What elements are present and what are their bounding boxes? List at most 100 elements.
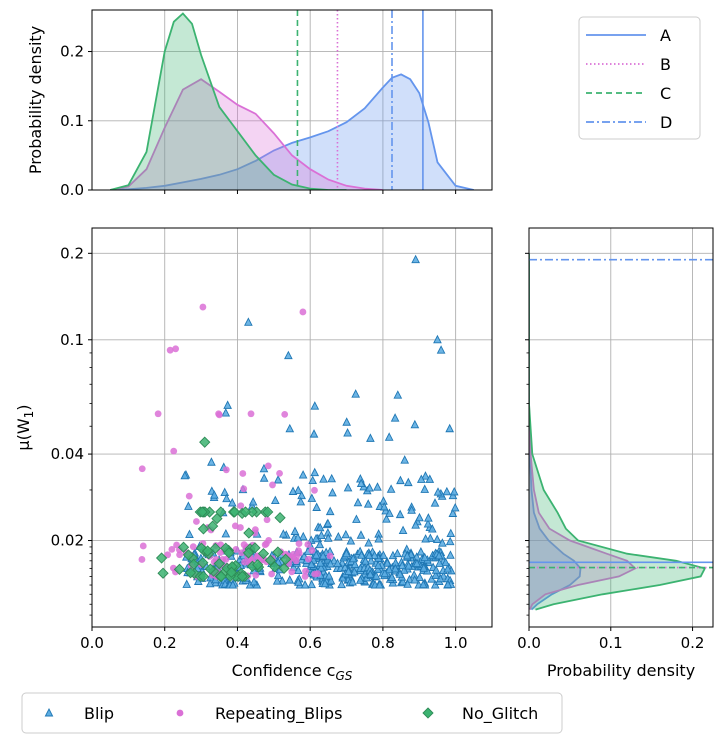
point-blip: [348, 553, 358, 563]
point-no_glitch: [279, 553, 292, 565]
point-blip: [418, 579, 428, 589]
point-no_glitch: [236, 570, 248, 583]
point-blip: [357, 550, 366, 559]
point-blip: [333, 558, 342, 567]
point-blip: [420, 484, 430, 493]
point-repeating_blips: [302, 567, 309, 575]
kde-curve-no_glitch: [109, 12, 347, 190]
legend-marker-circle: [176, 709, 184, 717]
point-blip: [311, 550, 321, 559]
main-ytick-label: 0.04: [51, 445, 84, 463]
point-blip: [248, 497, 258, 506]
point-no_glitch: [223, 547, 235, 559]
point-blip: [365, 569, 375, 578]
main-ytick-label: 0.2: [60, 244, 84, 262]
point-no_glitch: [257, 548, 270, 560]
point-blip: [277, 576, 287, 585]
point-blip: [375, 580, 384, 589]
point-repeating_blips: [252, 571, 260, 579]
point-blip: [327, 473, 337, 483]
point-repeating_blips: [185, 492, 193, 500]
point-repeating_blips: [301, 573, 309, 580]
point-repeating_blips: [164, 551, 172, 559]
main-ylabel-subscript: 1: [22, 411, 36, 419]
point-blip: [334, 531, 343, 541]
point-blip: [403, 579, 412, 588]
point-blip: [356, 530, 366, 539]
point-blip: [431, 570, 441, 579]
point-blip: [384, 564, 394, 574]
point-blip: [416, 474, 426, 483]
point-repeating_blips: [308, 547, 316, 554]
point-no_glitch: [264, 554, 277, 566]
point-blip: [433, 487, 443, 496]
main-xtick-label: 0.6: [298, 634, 322, 652]
point-blip: [221, 528, 231, 538]
point-blip: [387, 572, 397, 581]
point-blip: [220, 487, 230, 496]
point-blip: [326, 559, 335, 568]
legend-marker-label-repeating_blips: Repeating_Blips: [215, 704, 342, 724]
point-blip: [323, 518, 333, 528]
legend-line-label-d: D: [660, 113, 672, 132]
right-panel-frame: [528, 227, 714, 628]
legend-line-label-b: B: [660, 55, 671, 74]
point-no_glitch: [204, 563, 217, 575]
point-no_glitch: [182, 549, 195, 561]
point-blip: [365, 483, 374, 492]
point-blip: [436, 345, 446, 354]
point-repeating_blips: [168, 545, 176, 553]
point-blip: [279, 529, 288, 538]
point-blip: [432, 534, 442, 544]
point-blip: [228, 580, 238, 589]
point-blip: [337, 579, 346, 589]
point-blip: [298, 531, 308, 541]
point-blip: [442, 486, 452, 496]
point-blip: [363, 499, 373, 508]
kde-fill-blip: [110, 74, 474, 190]
point-blip: [423, 519, 433, 528]
point-repeating_blips: [237, 502, 245, 510]
point-no_glitch: [239, 506, 252, 518]
point-repeating_blips: [215, 410, 222, 418]
point-repeating_blips: [263, 516, 271, 524]
point-repeating_blips: [248, 556, 256, 564]
point-repeating_blips: [311, 486, 318, 494]
point-blip: [343, 428, 352, 437]
point-blip: [223, 400, 232, 409]
point-blip: [366, 556, 376, 565]
point-repeating_blips: [240, 485, 248, 493]
point-blip: [443, 579, 453, 589]
point-repeating_blips: [139, 542, 147, 550]
point-blip: [404, 561, 413, 570]
point-blip: [341, 529, 351, 539]
point-blip: [427, 524, 437, 533]
top-kde: [109, 10, 475, 190]
point-repeating_blips: [154, 410, 162, 418]
point-repeating_blips: [170, 447, 178, 455]
point-repeating_blips: [138, 465, 146, 473]
point-blip: [323, 533, 333, 542]
point-blip: [424, 513, 433, 522]
point-repeating_blips: [237, 524, 244, 531]
point-blip: [270, 495, 280, 505]
top-ylabel: Probability density: [26, 26, 45, 174]
top-ytick-label: 0.1: [60, 112, 84, 130]
point-blip: [310, 467, 320, 477]
point-no_glitch: [157, 567, 169, 579]
point-blip: [351, 389, 361, 398]
point-blip: [326, 575, 336, 585]
main-ytick-label: 0.02: [51, 532, 84, 550]
point-blip: [399, 565, 409, 574]
point-blip: [379, 496, 388, 505]
point-blip: [352, 514, 361, 523]
top-ytick-label: 0.0: [60, 181, 84, 199]
point-repeating_blips: [276, 469, 283, 477]
ticks: 0.0 0.1 0.2 0.0 0.2 0.4 0.6 0.8 1.0 0.02 0.04 0.1 0.…: [51, 43, 705, 652]
point-repeating_blips: [247, 410, 255, 418]
point-blip: [430, 498, 440, 507]
point-blip: [379, 550, 388, 559]
point-blip: [386, 484, 396, 493]
rkde-curve-no_glitch: [529, 253, 707, 611]
point-blip: [353, 497, 363, 507]
